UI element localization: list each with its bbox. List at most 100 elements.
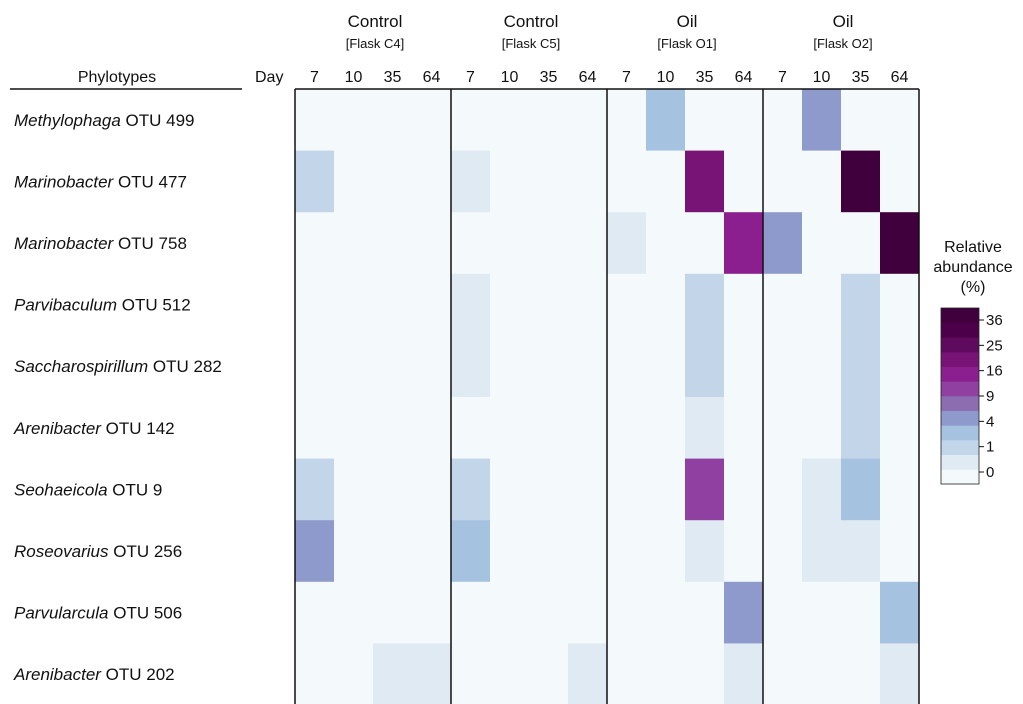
day-tick-label: 64	[423, 69, 441, 86]
day-tick-label: 35	[696, 69, 714, 86]
group-flask-label: [Flask O2]	[813, 36, 872, 51]
legend-tick-label: 9	[986, 388, 994, 405]
heatmap-cell	[334, 643, 374, 704]
heatmap-cell	[568, 89, 608, 151]
row-label: Parvularcula OTU 506	[14, 604, 182, 623]
day-tick-label: 7	[310, 69, 319, 86]
heatmap-cell	[763, 581, 803, 644]
heatmap-cell	[685, 335, 725, 398]
heatmap-cell	[529, 335, 569, 398]
heatmap-cell	[295, 335, 335, 398]
heatmap-cell	[724, 150, 764, 213]
heatmap-cell	[451, 458, 491, 521]
row-label-otu: OTU 512	[117, 296, 191, 315]
heatmap-cell	[373, 150, 413, 213]
row-label-otu: OTU 499	[121, 111, 195, 130]
phylotypes-header: Phylotypes	[78, 69, 156, 86]
heatmap-cell	[373, 643, 413, 704]
heatmap-cell	[841, 150, 881, 213]
heatmap-cell	[646, 643, 686, 704]
heatmap-cell	[607, 581, 647, 644]
heatmap-cell	[802, 458, 842, 521]
row-label-genus: Methylophaga	[14, 111, 121, 130]
day-tick-label: 10	[813, 69, 831, 86]
row-label-genus: Roseovarius	[14, 542, 109, 561]
heatmap-cell	[568, 273, 608, 336]
heatmap-cell	[880, 89, 920, 151]
heatmap-cell	[568, 397, 608, 459]
legend-swatch	[941, 322, 979, 338]
row-label: Seohaeicola OTU 9	[14, 480, 162, 499]
legend-tick-label: 25	[986, 337, 1003, 354]
heatmap-cell	[334, 335, 374, 398]
heatmap-cell	[490, 581, 530, 644]
heatmap-cell	[373, 520, 413, 583]
heatmap-cell	[724, 273, 764, 336]
day-tick-label: 7	[466, 69, 475, 86]
day-tick-label: 35	[384, 69, 402, 86]
row-label-otu: OTU 142	[101, 419, 175, 438]
heatmap-cell	[529, 150, 569, 213]
heatmap-cell	[334, 212, 374, 275]
row-label: Parvibaculum OTU 512	[14, 296, 191, 315]
heatmap-cell	[841, 335, 881, 398]
day-tick-label: 10	[657, 69, 675, 86]
heatmap-cell	[529, 581, 569, 644]
heatmap-cell	[412, 581, 452, 644]
row-label-otu: OTU 506	[109, 604, 183, 623]
heatmap-cell	[295, 643, 335, 704]
heatmap-cell	[373, 458, 413, 521]
heatmap-cell	[295, 520, 335, 583]
heatmap-cell	[490, 273, 530, 336]
heatmap-cell	[646, 273, 686, 336]
heatmap-cell	[295, 273, 335, 336]
heatmap-cell	[802, 89, 842, 151]
heatmap-cell	[841, 643, 881, 704]
panel-frames	[294, 88, 920, 704]
heatmap-cell	[646, 335, 686, 398]
heatmap-cell	[802, 150, 842, 213]
heatmap-cell	[412, 335, 452, 398]
heatmap-cell	[373, 335, 413, 398]
heatmap-cell	[607, 458, 647, 521]
heatmap-cell	[880, 458, 920, 521]
heatmap-cell	[607, 212, 647, 275]
heatmap-cell	[607, 273, 647, 336]
heatmap-cell	[490, 212, 530, 275]
heatmap-cell	[646, 458, 686, 521]
heatmap-cell	[685, 89, 725, 151]
heatmap-cell	[763, 89, 803, 151]
heatmap-cell	[724, 89, 764, 151]
heatmap-cell	[412, 458, 452, 521]
row-label: Marinobacter OTU 477	[14, 172, 187, 191]
legend-swatch	[941, 381, 979, 397]
heatmap-cell	[295, 212, 335, 275]
group-flask-label: [Flask C4]	[346, 36, 405, 51]
legend: Relative abundance (%)36 25 16 9 4 1 0	[933, 239, 1013, 485]
heatmap-cell	[529, 458, 569, 521]
heatmap-cell	[724, 520, 764, 583]
heatmap-cell	[607, 335, 647, 398]
heatmap-cell	[841, 397, 881, 459]
heatmap-cell	[334, 89, 374, 151]
heatmap-cell	[724, 212, 764, 275]
day-tick-labels: 7 10 35 64 7 10 35 64 7 10 35 64 7 10 35 64	[310, 69, 908, 86]
heatmap-cell	[529, 89, 569, 151]
heatmap-cell	[802, 581, 842, 644]
day-header: Day	[255, 69, 283, 86]
heatmap-cell	[880, 335, 920, 398]
heatmap-cell	[295, 581, 335, 644]
row-label-genus: Parvularcula	[14, 604, 109, 623]
legend-tick-label: 16	[986, 363, 1003, 380]
row-label: Roseovarius OTU 256	[14, 542, 182, 561]
group-name: Control	[504, 12, 559, 31]
heatmap-cell	[490, 89, 530, 151]
legend-swatch	[941, 454, 979, 470]
legend-swatch	[941, 337, 979, 353]
heatmap-cell	[685, 520, 725, 583]
heatmap-cell	[607, 89, 647, 151]
heatmap-cell	[334, 458, 374, 521]
heatmap-cell	[646, 150, 686, 213]
heatmap-cell	[607, 397, 647, 459]
